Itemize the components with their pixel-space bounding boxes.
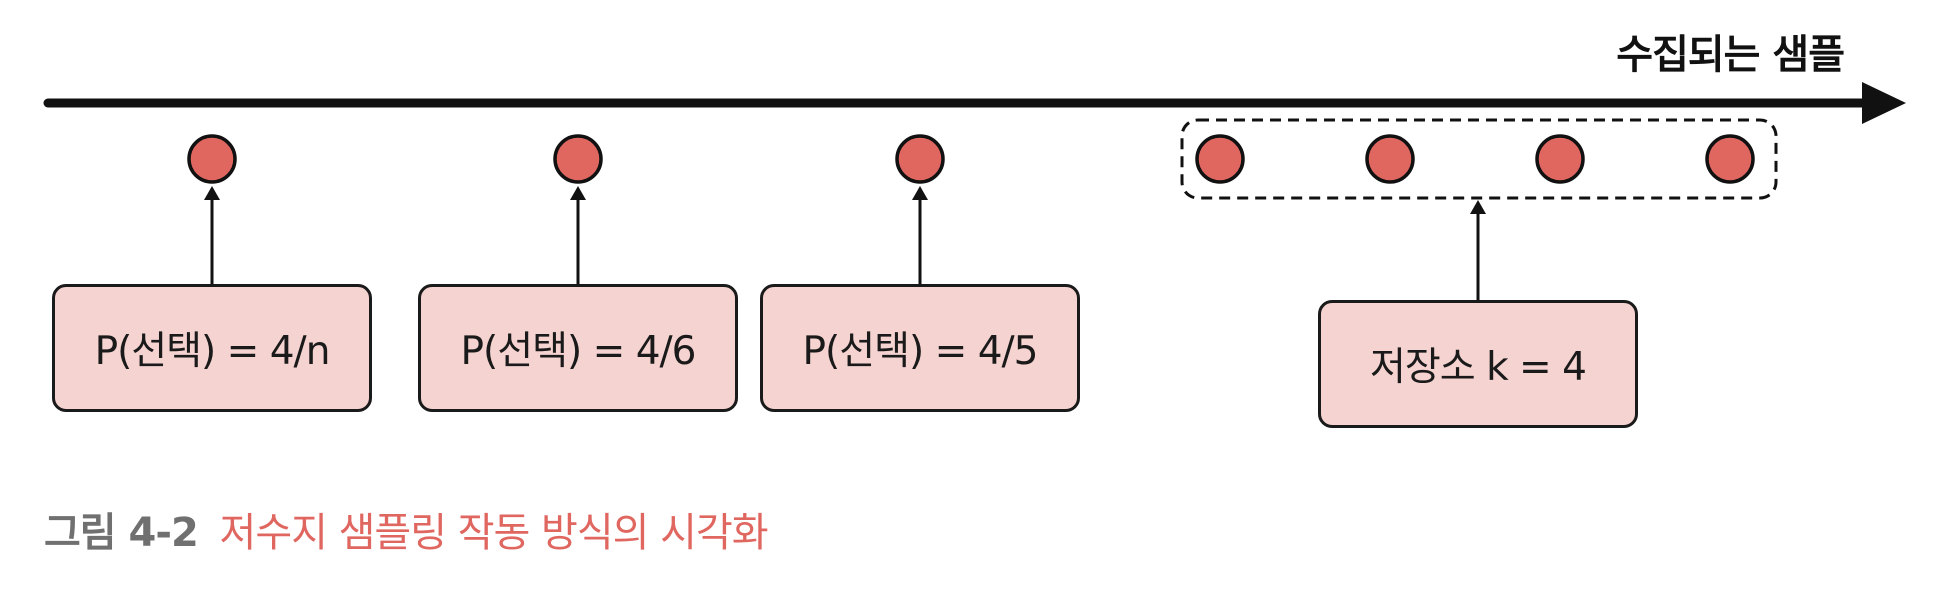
reservoir-size-label: 저장소 k = 4 bbox=[1370, 345, 1587, 390]
timeline-arrowhead bbox=[1862, 82, 1906, 124]
sample-circle bbox=[187, 134, 237, 184]
probability-label: P(선택) = 4/n bbox=[94, 329, 331, 374]
reservoir-sample-circle bbox=[1365, 134, 1415, 184]
sample-circle bbox=[895, 134, 945, 184]
connector-arrow-2 bbox=[570, 186, 586, 284]
connector-arrow-reservoir bbox=[1470, 200, 1486, 300]
connector-arrow-3 bbox=[912, 186, 928, 284]
probability-label: P(선택) = 4/5 bbox=[802, 329, 1039, 374]
axis-label: 수집되는 샘플 bbox=[1616, 32, 1845, 78]
probability-box-2: P(선택) = 4/6 bbox=[418, 284, 738, 412]
reservoir-group-outline bbox=[1180, 118, 1778, 200]
connector-arrow-1 bbox=[204, 186, 220, 284]
sample-circle bbox=[553, 134, 603, 184]
reservoir-sample-circle bbox=[1705, 134, 1755, 184]
reservoir-sample-circle bbox=[1535, 134, 1585, 184]
figure-caption: 그림 4-2 저수지 샘플링 작동 방식의 시각화 bbox=[44, 500, 769, 558]
figure-title: 저수지 샘플링 작동 방식의 시각화 bbox=[219, 510, 769, 556]
probability-label: P(선택) = 4/6 bbox=[460, 329, 697, 374]
reservoir-size-box: 저장소 k = 4 bbox=[1318, 300, 1638, 428]
probability-box-3: P(선택) = 4/5 bbox=[760, 284, 1080, 412]
reservoir-sample-circle bbox=[1195, 134, 1245, 184]
figure-number: 그림 4-2 bbox=[44, 510, 199, 556]
probability-box-1: P(선택) = 4/n bbox=[52, 284, 372, 412]
